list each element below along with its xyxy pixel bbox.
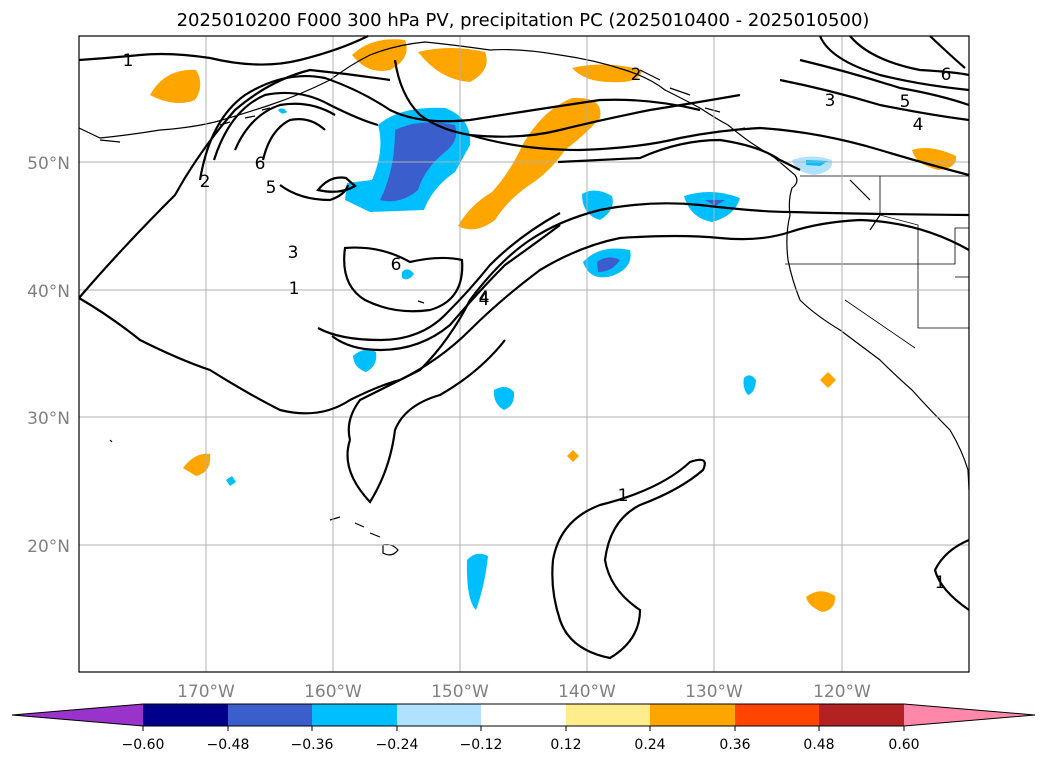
colorbar-tick-label: 0.36	[719, 737, 750, 753]
colorbar-segment	[312, 704, 397, 726]
colorbar-ticks	[142, 726, 905, 731]
colorbar-segment	[228, 704, 312, 726]
lon-label: 130°W	[685, 682, 743, 702]
colorbar-segment	[819, 704, 904, 726]
contour-label: 1	[289, 279, 300, 299]
map-panel: 1 2 3 4 5 6 6 4 1 1 2 3 4 5 6 1	[78, 35, 970, 673]
map-frame	[78, 35, 970, 673]
lat-label: 40°N	[27, 282, 70, 302]
contour-label: 4	[913, 115, 924, 135]
colorbar-segment	[735, 704, 819, 726]
contour-label: 6	[391, 255, 402, 275]
lon-label: 140°W	[558, 682, 616, 702]
pv-contours	[78, 35, 970, 660]
colorbar: −0.60 −0.48 −0.36 −0.24 −0.12 0.12 0.24 …	[11, 703, 1036, 753]
islands	[109, 300, 425, 556]
lat-label: 30°N	[27, 409, 70, 429]
colorbar-segment	[481, 704, 566, 726]
contour-label: 1	[123, 51, 134, 71]
colorbar-tick-label: 0.48	[803, 737, 834, 753]
colorbar-tick-label: −0.48	[207, 737, 250, 753]
lon-label: 120°W	[813, 682, 871, 702]
colorbar-tick-label: −0.60	[122, 737, 165, 753]
map-grid	[79, 36, 969, 672]
contour-label: 2	[200, 172, 211, 192]
longitude-labels: 170°W 160°W 150°W 140°W 130°W 120°W	[177, 682, 871, 702]
contour-label: 5	[900, 92, 911, 112]
colorbar-tick-label: −0.36	[291, 737, 334, 753]
contour-label: 3	[288, 243, 299, 263]
colorbar-segment	[397, 704, 481, 726]
contour-labels: 1 2 3 4 5 6 6 4 1 1 2 3 4 5 6 1	[123, 51, 952, 593]
contour-label: 5	[266, 178, 277, 198]
contour-label: 4	[479, 288, 490, 308]
colorbar-extend-right	[904, 704, 1035, 726]
figure-title: 2025010200 F000 300 hPa PV, precipitatio…	[177, 10, 870, 31]
lon-label: 150°W	[431, 682, 489, 702]
colorbar-tick-label: 0.24	[634, 737, 665, 753]
colorbar-segment	[566, 704, 650, 726]
colorbar-tick-label: −0.24	[376, 737, 419, 753]
colorbar-segment	[143, 704, 228, 726]
colorbar-tick-label: 0.60	[888, 737, 919, 753]
contour-label: 1	[935, 573, 946, 593]
state-borders	[785, 175, 969, 349]
contour-label: 2	[631, 65, 642, 85]
colorbar-tick-label: 0.12	[550, 737, 581, 753]
contour-label: 6	[941, 65, 952, 85]
lat-label: 20°N	[27, 537, 70, 557]
colorbar-tick-label: −0.12	[460, 737, 503, 753]
lon-label: 160°W	[304, 682, 362, 702]
contour-label: 6	[255, 154, 266, 174]
lon-label: 170°W	[177, 682, 235, 702]
lat-label: 50°N	[27, 154, 70, 174]
colorbar-extend-left	[12, 704, 143, 726]
latitude-labels: 50°N 40°N 30°N 20°N	[27, 154, 70, 557]
contour-label: 1	[618, 486, 629, 506]
contour-label: 4	[479, 290, 490, 310]
colorbar-segment	[650, 704, 735, 726]
contour-label: 3	[825, 91, 836, 111]
